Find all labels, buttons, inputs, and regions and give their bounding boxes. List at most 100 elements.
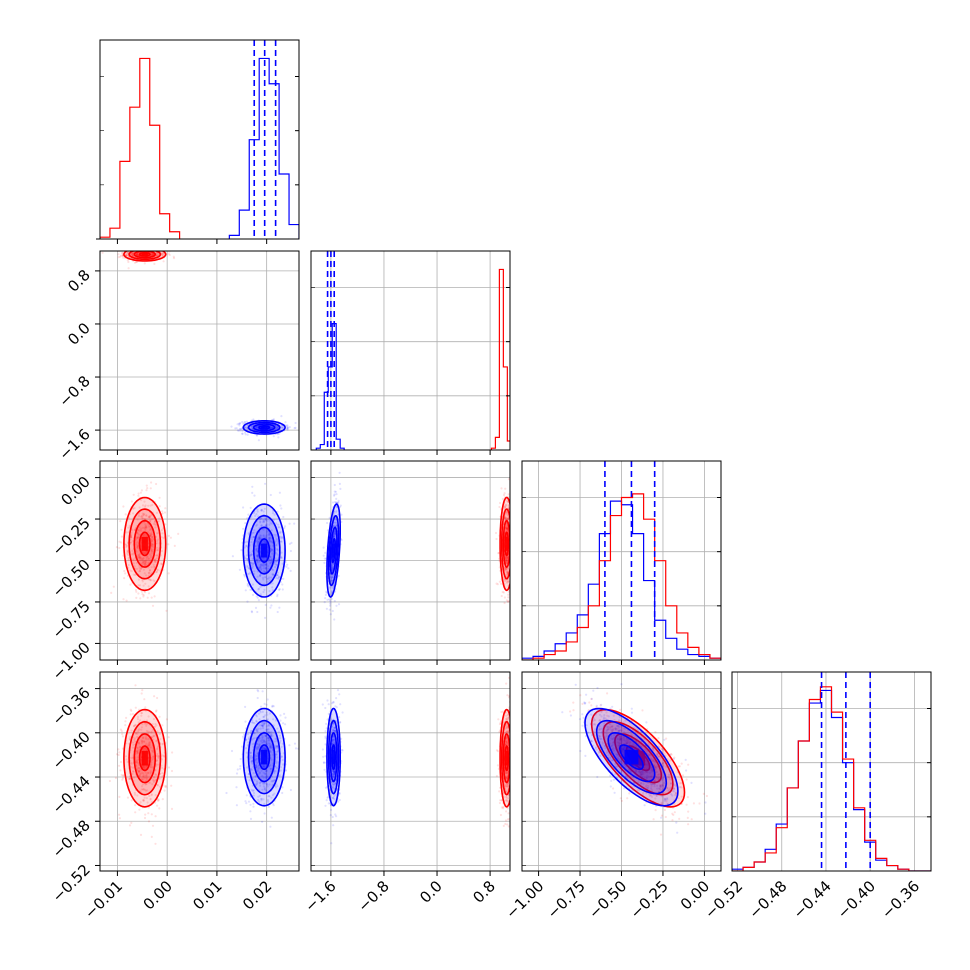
sample-point-blue <box>242 527 245 530</box>
sample-point-red <box>150 730 153 733</box>
sample-point-blue <box>276 593 279 596</box>
sample-point-red <box>152 778 155 782</box>
sample-point-red <box>124 513 127 516</box>
sample-point-blue <box>265 563 268 567</box>
sample-point-blue <box>252 794 255 797</box>
sample-point-blue <box>263 539 266 543</box>
sample-point-red <box>140 788 143 791</box>
sample-point-red <box>497 718 500 721</box>
sample-point-red <box>163 511 167 514</box>
sample-point-red <box>505 527 508 530</box>
sample-point-blue <box>248 756 251 759</box>
sample-point-red <box>164 247 166 249</box>
sample-point-blue <box>284 421 287 424</box>
sample-point-blue <box>244 589 247 592</box>
scatter-group <box>322 471 510 621</box>
sample-point-blue <box>254 775 257 778</box>
sample-point-blue <box>256 730 259 733</box>
sample-point-blue <box>256 730 259 733</box>
sample-point-blue <box>263 787 266 791</box>
sample-point-blue <box>334 533 337 536</box>
sample-point-blue <box>266 742 269 745</box>
sample-point-red <box>141 526 144 530</box>
sample-point-red <box>153 262 156 265</box>
sample-point-red <box>124 724 127 727</box>
sample-point-red <box>150 549 153 553</box>
sample-point-blue <box>249 751 252 754</box>
sample-point-red <box>144 591 147 594</box>
sample-point-blue <box>259 565 262 569</box>
sample-point-red <box>506 823 509 826</box>
sample-point-blue <box>259 569 263 572</box>
sample-point-blue <box>261 820 264 823</box>
sample-point-red <box>125 545 128 549</box>
sample-point-red <box>125 544 128 547</box>
sample-point-blue <box>264 772 267 775</box>
sample-point-blue <box>262 798 265 801</box>
sample-point-red <box>505 772 508 775</box>
sample-point-blue <box>252 802 255 805</box>
sample-point-blue <box>337 513 340 517</box>
sample-point-blue <box>264 734 267 737</box>
sample-point-red <box>156 804 159 807</box>
sample-point-blue <box>335 511 338 514</box>
sample-point-blue <box>269 555 272 559</box>
scatter-group <box>321 676 515 845</box>
sample-point-red <box>142 551 145 554</box>
sample-point-blue <box>238 422 241 425</box>
sample-point-blue <box>236 423 239 426</box>
sample-point-red <box>150 761 153 764</box>
sample-point-blue <box>265 770 268 773</box>
sample-point-blue <box>334 523 337 527</box>
sample-point-blue <box>328 599 332 602</box>
sample-point-red <box>513 776 515 778</box>
sample-point-red <box>122 598 125 601</box>
sample-point-red <box>141 736 144 739</box>
sample-point-red <box>504 503 508 506</box>
sample-point-red <box>119 769 122 772</box>
sample-point-red <box>130 799 133 802</box>
sample-point-blue <box>267 724 271 727</box>
sample-point-red <box>138 248 140 250</box>
sample-point-red <box>140 711 143 715</box>
sample-point-blue <box>286 424 289 427</box>
sample-point-blue <box>270 540 273 543</box>
sample-point-red <box>511 829 513 831</box>
sample-point-red <box>136 253 139 256</box>
sample-point-blue <box>235 772 239 775</box>
sample-point-blue <box>276 785 279 788</box>
sample-point-blue <box>258 718 261 721</box>
sample-point-blue <box>336 501 339 505</box>
sample-point-red <box>158 246 160 248</box>
sample-point-red <box>119 760 123 764</box>
sample-point-red <box>161 254 164 257</box>
sample-point-red <box>145 797 148 800</box>
sample-point-blue <box>255 764 258 767</box>
sample-point-blue <box>269 536 272 540</box>
sample-point-blue <box>274 425 278 428</box>
sample-point-blue <box>264 734 267 738</box>
sample-point-red <box>164 507 167 510</box>
sample-point-blue <box>256 555 259 559</box>
sample-point-red <box>145 574 148 577</box>
sample-point-blue <box>258 743 261 746</box>
sample-point-red <box>150 550 153 553</box>
sample-point-red <box>130 541 133 544</box>
sample-point-blue <box>246 540 249 544</box>
sample-point-blue <box>269 606 272 609</box>
sample-point-blue <box>230 749 234 753</box>
sample-point-red <box>134 573 137 577</box>
sample-point-red <box>151 757 155 760</box>
sample-point-red <box>138 526 141 529</box>
sample-point-blue <box>276 540 279 543</box>
sample-point-red <box>140 557 143 560</box>
sample-point-blue <box>264 482 267 485</box>
sample-point-red <box>511 763 513 765</box>
sample-point-red <box>138 555 141 558</box>
sample-point-red <box>148 578 151 581</box>
density-peak-red <box>141 253 148 256</box>
sample-point-red <box>142 533 145 536</box>
sample-point-blue <box>254 545 257 548</box>
sample-point-red <box>504 822 507 826</box>
sample-point-blue <box>280 426 283 429</box>
